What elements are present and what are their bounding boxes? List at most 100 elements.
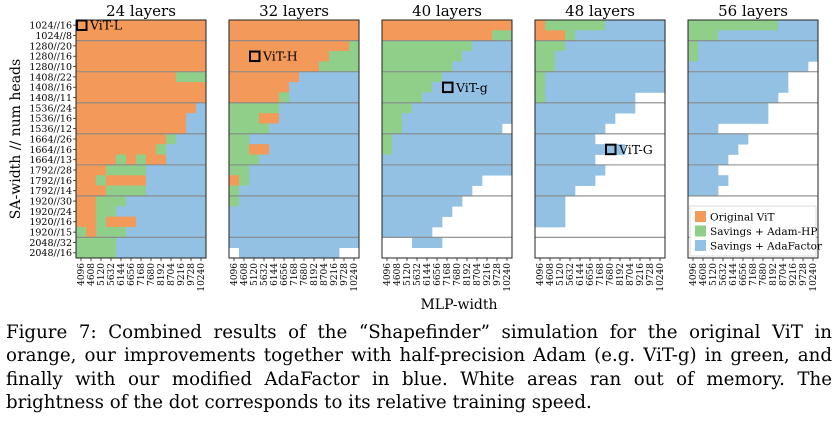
heatmap-cell bbox=[768, 51, 779, 62]
heatmap-cell bbox=[319, 123, 330, 135]
heatmap-cell bbox=[482, 113, 493, 124]
heatmap-cell bbox=[309, 40, 320, 52]
heatmap-cell bbox=[186, 216, 197, 228]
heatmap-cell bbox=[329, 175, 340, 186]
heatmap-cell bbox=[86, 133, 97, 145]
heatmap-cell bbox=[442, 144, 453, 155]
heatmap-cell bbox=[279, 195, 290, 207]
heatmap-cell bbox=[545, 92, 556, 104]
heatmap-cell bbox=[156, 30, 167, 42]
heatmap-cell bbox=[442, 123, 453, 135]
heatmap-cell bbox=[126, 20, 137, 31]
x-tick-label: 10240 bbox=[503, 263, 513, 292]
heatmap-cell bbox=[555, 92, 566, 104]
x-tick-label: 5632 bbox=[413, 263, 423, 286]
heatmap-cell bbox=[422, 71, 433, 83]
heatmap-cell bbox=[575, 144, 586, 155]
heatmap-cell bbox=[96, 247, 107, 259]
heatmap-cell bbox=[349, 30, 360, 42]
heatmap-cell bbox=[575, 61, 586, 73]
heatmap-cell bbox=[482, 164, 493, 176]
heatmap-cell bbox=[176, 195, 187, 207]
heatmap-cell bbox=[309, 102, 320, 114]
heatmap-cell bbox=[259, 185, 270, 197]
y-tick-label: 1664//13 bbox=[29, 155, 72, 166]
heatmap-cell bbox=[412, 102, 423, 114]
heatmap-cell bbox=[595, 20, 606, 31]
y-tick-label: 1536//16 bbox=[29, 114, 72, 125]
heatmap-cell bbox=[136, 185, 147, 197]
heatmap-cell bbox=[402, 144, 413, 155]
heatmap-cell bbox=[146, 164, 157, 176]
heatmap-cell bbox=[259, 237, 270, 248]
heatmap-cell bbox=[718, 82, 729, 93]
heatmap-cell bbox=[289, 102, 300, 114]
heatmap-cell bbox=[239, 133, 250, 145]
x-tick-label: 5120 bbox=[556, 263, 566, 286]
heatmap-cell bbox=[126, 175, 137, 186]
heatmap-cell bbox=[76, 195, 87, 207]
heatmap-cell bbox=[452, 30, 463, 42]
heatmap-cell bbox=[585, 71, 596, 83]
heatmap-cell bbox=[299, 175, 310, 186]
heatmap-cell bbox=[279, 51, 290, 62]
x-tick-label: 4096 bbox=[689, 263, 699, 286]
heatmap-cell bbox=[259, 195, 270, 207]
heatmap-cell bbox=[166, 102, 177, 114]
heatmap-cell bbox=[472, 175, 483, 186]
heatmap-cell bbox=[329, 216, 340, 228]
heatmap-cell bbox=[585, 175, 596, 186]
heatmap-cell bbox=[575, 92, 586, 104]
y-tick-label: 1280//20 bbox=[29, 41, 72, 52]
heatmap-cell bbox=[402, 123, 413, 135]
heatmap-cell bbox=[249, 247, 260, 259]
heatmap-cell bbox=[565, 71, 576, 83]
heatmap-cell bbox=[329, 71, 340, 83]
heatmap-cell bbox=[349, 195, 360, 207]
heatmap-cell bbox=[738, 30, 749, 42]
heatmap-cell bbox=[422, 164, 433, 176]
heatmap-cell bbox=[289, 164, 300, 176]
heatmap-cell bbox=[126, 144, 137, 155]
heatmap-cell bbox=[259, 206, 270, 217]
heatmap-cell bbox=[402, 113, 413, 124]
heatmap-cell bbox=[442, 40, 453, 52]
heatmap-cell bbox=[126, 226, 137, 238]
heatmap-cell bbox=[196, 123, 207, 135]
heatmap-cell bbox=[259, 61, 270, 73]
heatmap-cell bbox=[575, 40, 586, 52]
heatmap-cell bbox=[279, 113, 290, 124]
heatmap-cell bbox=[309, 247, 320, 259]
heatmap-cell bbox=[688, 30, 699, 42]
heatmap-cell bbox=[502, 164, 513, 176]
heatmap-cell bbox=[309, 20, 320, 31]
heatmap-cell bbox=[422, 51, 433, 62]
heatmap-cell bbox=[76, 185, 87, 197]
heatmap-cell bbox=[239, 175, 250, 186]
heatmap-cell bbox=[196, 20, 207, 31]
heatmap-cell bbox=[535, 61, 546, 73]
heatmap-cell bbox=[758, 71, 769, 83]
x-tick-label: 6656 bbox=[127, 263, 137, 286]
heatmap-cell bbox=[186, 113, 197, 124]
heatmap-cell bbox=[412, 20, 423, 31]
heatmap-cell bbox=[708, 61, 719, 73]
heatmap-cell bbox=[176, 175, 187, 186]
heatmap-cell bbox=[432, 30, 443, 42]
heatmap-cell bbox=[728, 30, 739, 42]
heatmap-cell bbox=[655, 20, 666, 31]
heatmap-cell bbox=[136, 71, 147, 83]
x-tick-label: 9216 bbox=[789, 263, 799, 286]
heatmap-cell bbox=[442, 133, 453, 145]
heatmap-cell bbox=[432, 40, 443, 52]
heatmap-cell bbox=[186, 123, 197, 135]
heatmap-cell bbox=[698, 51, 709, 62]
heatmap-cell bbox=[339, 237, 350, 248]
heatmap-cell bbox=[76, 247, 87, 259]
heatmap-cell bbox=[382, 92, 393, 104]
heatmap-cell bbox=[96, 102, 107, 114]
x-tick-label: 4096 bbox=[230, 263, 240, 286]
caption-label: Figure 7: bbox=[6, 322, 97, 343]
heatmap-cell bbox=[472, 144, 483, 155]
heatmap-cell bbox=[482, 133, 493, 145]
